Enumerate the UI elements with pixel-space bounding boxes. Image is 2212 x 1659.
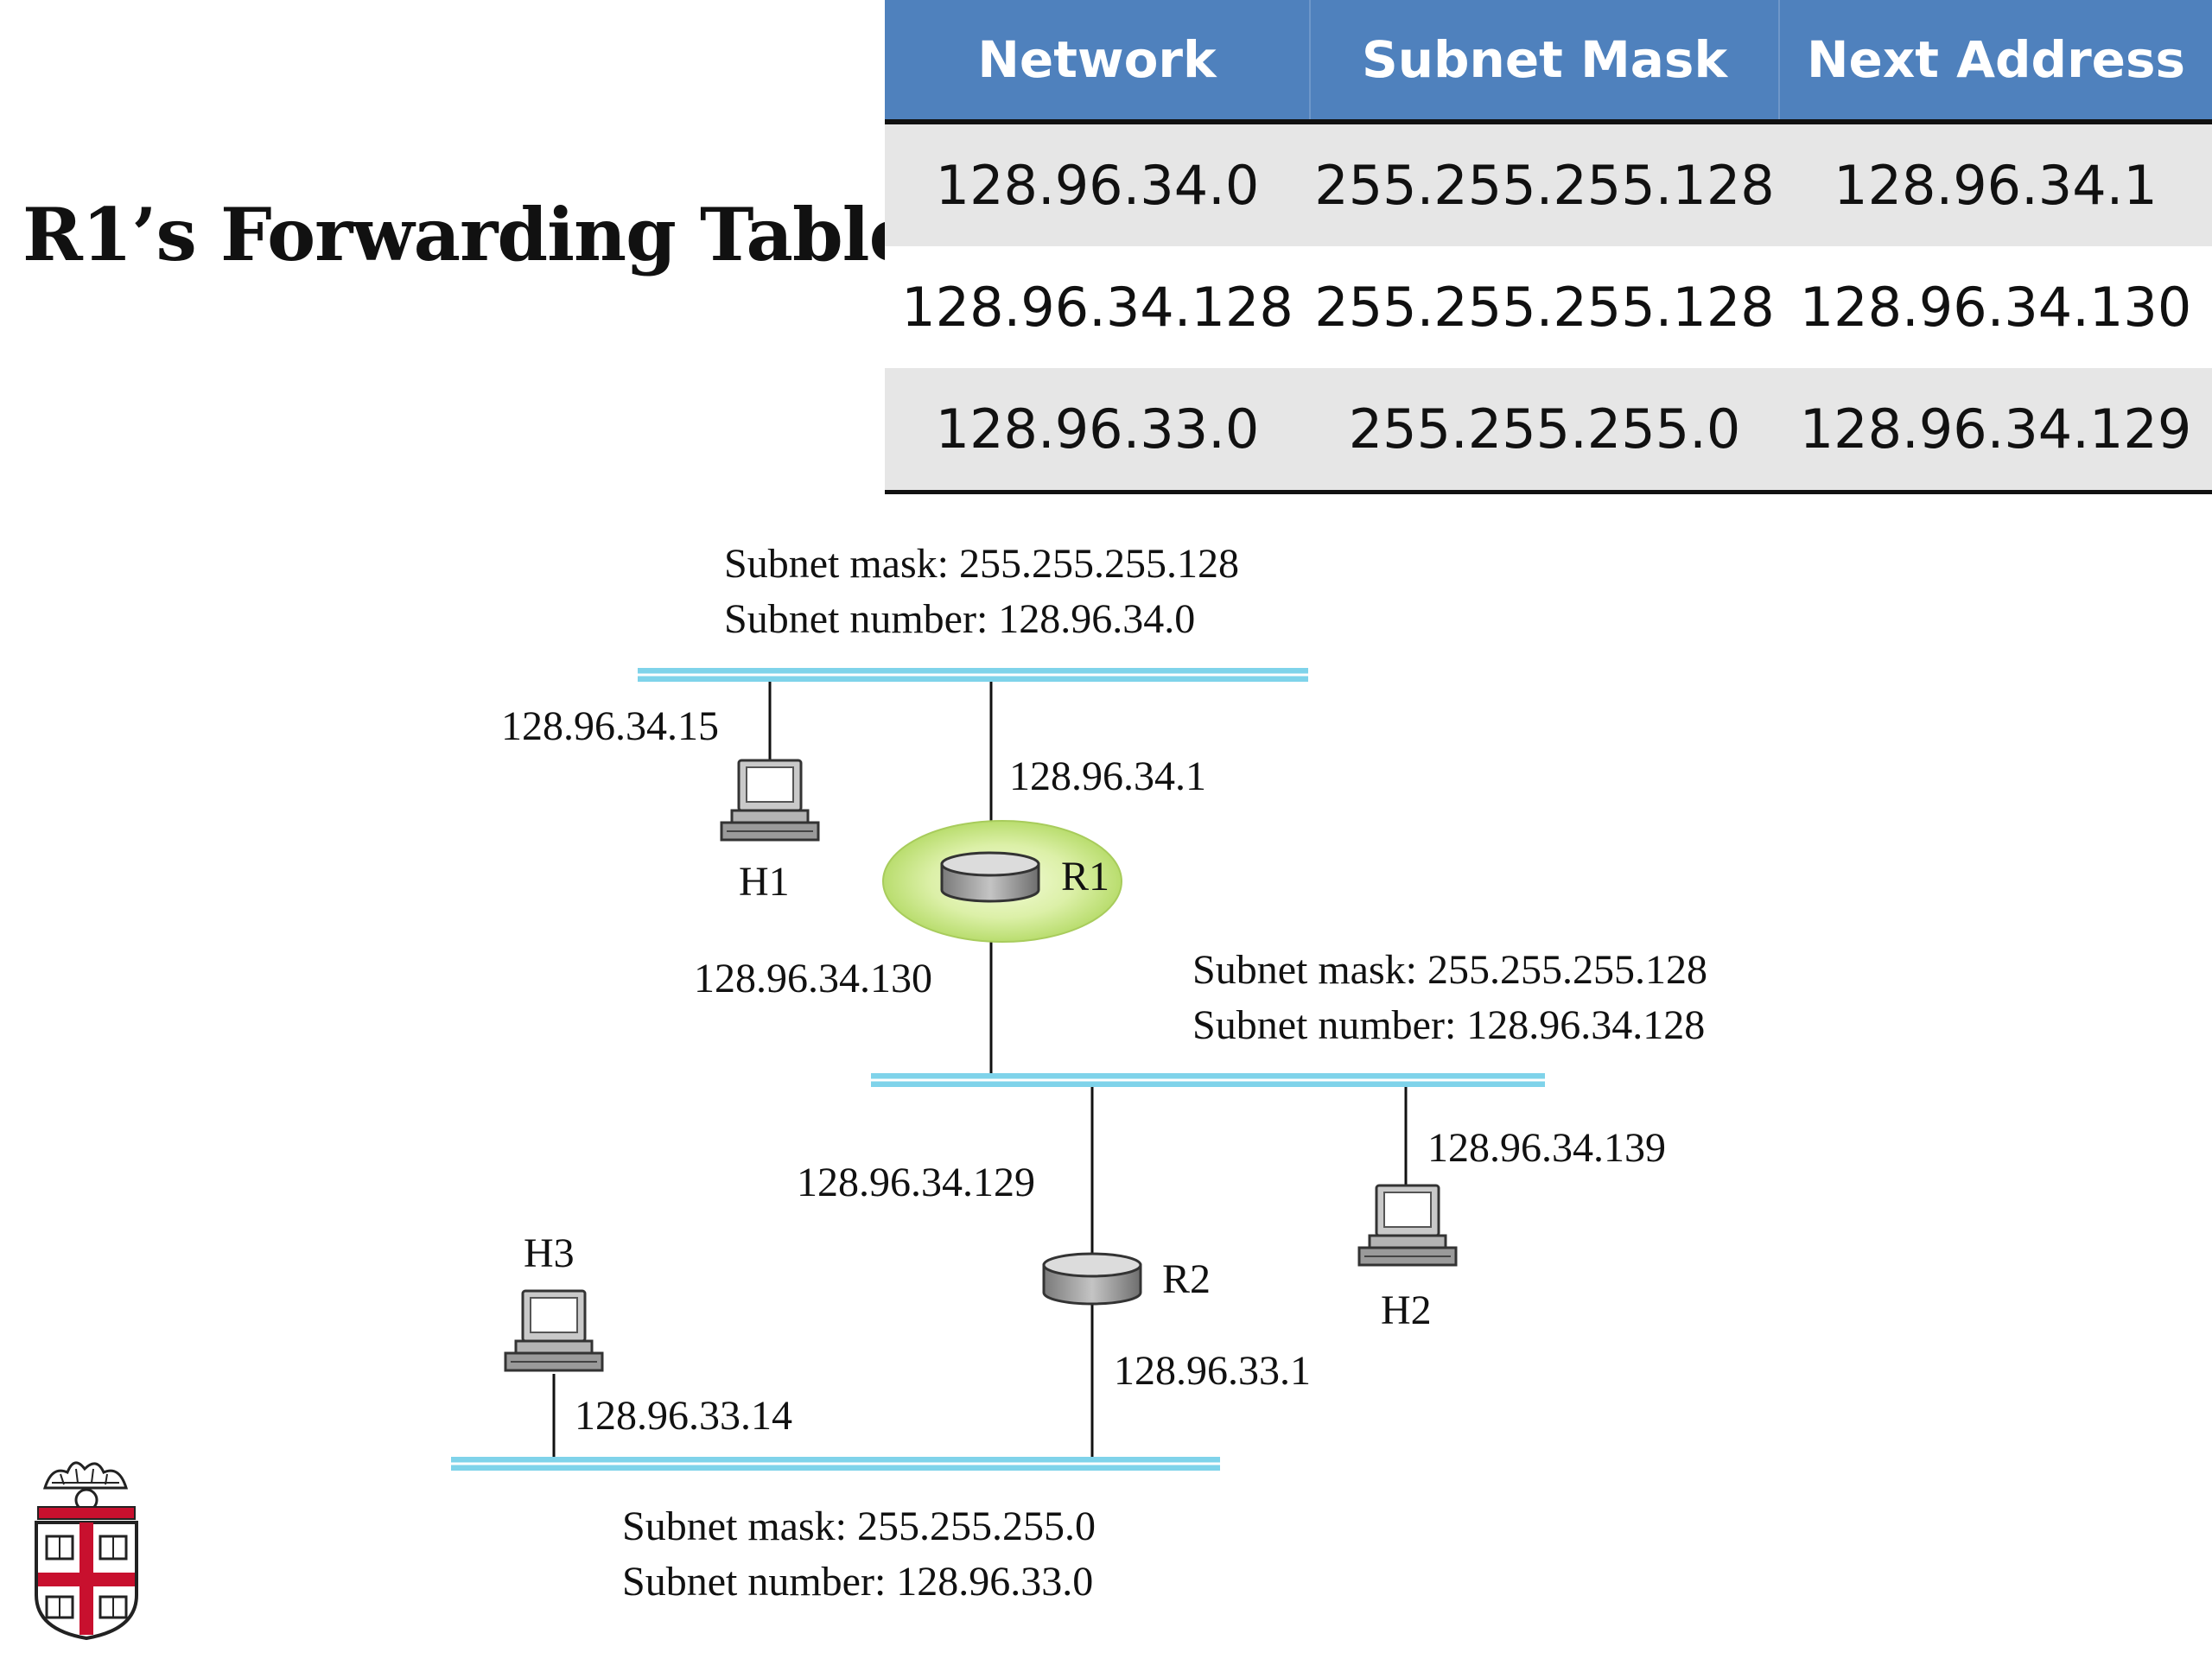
column-header-subnet-mask: Subnet Mask bbox=[1310, 0, 1780, 122]
forwarding-table: Network Subnet Mask Next Address 128.96.… bbox=[885, 0, 2212, 494]
r1-top-address-label: 128.96.34.1 bbox=[1009, 753, 1206, 799]
subnet-bottom-mask-label: Subnet mask: 255.255.255.0 bbox=[622, 1503, 1096, 1549]
router-r2-icon bbox=[1042, 1252, 1142, 1306]
network-top-segment bbox=[638, 668, 1308, 682]
host-h2-laptop-icon bbox=[1357, 1184, 1458, 1267]
table-cell-subnet-mask: 255.255.255.128 bbox=[1310, 246, 1779, 368]
h2-address-label: 128.96.34.139 bbox=[1427, 1125, 1666, 1171]
host-h1-label: H1 bbox=[739, 859, 790, 905]
router-r2-label: R2 bbox=[1162, 1256, 1211, 1302]
host-h3-laptop-icon bbox=[504, 1289, 604, 1372]
h1-address-label: 128.96.34.15 bbox=[501, 703, 719, 749]
table-cell-subnet-mask: 255.255.255.128 bbox=[1310, 122, 1779, 246]
table-cell-next-address: 128.96.34.1 bbox=[1779, 122, 2212, 246]
r2-bottom-address-label: 128.96.33.1 bbox=[1114, 1348, 1311, 1394]
subnet-middle-number-label: Subnet number: 128.96.34.128 bbox=[1192, 1002, 1705, 1048]
university-crest-logo bbox=[35, 1461, 138, 1641]
router-r1-label: R1 bbox=[1061, 854, 1109, 899]
h3-address-label: 128.96.33.14 bbox=[575, 1393, 792, 1439]
table-row: 128.96.34.0 255.255.255.128 128.96.34.1 bbox=[885, 122, 2212, 246]
table-row: 128.96.34.128 255.255.255.128 128.96.34.… bbox=[885, 246, 2212, 368]
subnet-top-mask-label: Subnet mask: 255.255.255.128 bbox=[724, 541, 1239, 587]
table-cell-next-address: 128.96.34.129 bbox=[1779, 368, 2212, 493]
column-header-next-address: Next Address bbox=[1779, 0, 2212, 122]
table-header-row: Network Subnet Mask Next Address bbox=[885, 0, 2212, 122]
host-h3-label: H3 bbox=[524, 1230, 575, 1276]
table-cell-subnet-mask: 255.255.255.0 bbox=[1310, 368, 1779, 493]
host-h1-laptop-icon bbox=[720, 759, 820, 842]
links bbox=[552, 682, 1408, 1457]
subnet-bottom-number-label: Subnet number: 128.96.33.0 bbox=[622, 1559, 1093, 1605]
table-row: 128.96.33.0 255.255.255.0 128.96.34.129 bbox=[885, 368, 2212, 493]
column-header-network: Network bbox=[885, 0, 1311, 122]
table-cell-network: 128.96.34.128 bbox=[885, 246, 1310, 368]
table-cell-network: 128.96.33.0 bbox=[885, 368, 1310, 493]
page-title: R1’s Forwarding Table bbox=[22, 192, 915, 277]
r1-bottom-address-label: 128.96.34.130 bbox=[694, 956, 932, 1001]
r2-top-address-label: 128.96.34.129 bbox=[797, 1160, 1035, 1205]
network-bottom-segment bbox=[451, 1457, 1220, 1471]
router-r1-icon bbox=[940, 851, 1040, 903]
network-middle-segment bbox=[871, 1073, 1545, 1087]
subnet-top-number-label: Subnet number: 128.96.34.0 bbox=[724, 596, 1195, 642]
table-cell-network: 128.96.34.0 bbox=[885, 122, 1310, 246]
host-h2-label: H2 bbox=[1381, 1287, 1432, 1333]
subnet-middle-mask-label: Subnet mask: 255.255.255.128 bbox=[1192, 947, 1707, 993]
table-cell-next-address: 128.96.34.130 bbox=[1779, 246, 2212, 368]
